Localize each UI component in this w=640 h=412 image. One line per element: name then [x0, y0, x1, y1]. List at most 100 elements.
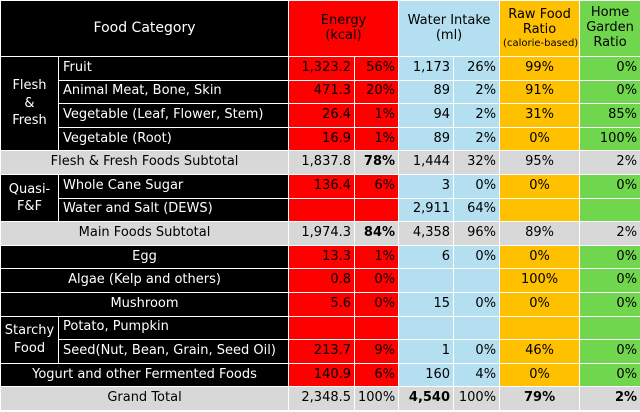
energy-percent: 9%	[354, 339, 400, 364]
water-percent: 0%	[453, 291, 501, 317]
table-row-vegetable-leaf: Vegetable (Leaf, Flower, Stem) 26.4 1% 9…	[1, 103, 640, 128]
energy-percent: 78%	[354, 150, 400, 175]
table-row-fruit: Flesh & Fresh Fruit 1,323.2 56% 1,173 26% …	[0, 55, 640, 152]
group-label-quasi: Quasi- F&F	[0, 173, 59, 223]
energy-value: 13.3	[288, 244, 356, 270]
home-ratio: 0%	[579, 56, 640, 81]
header-food-category: Food Category	[0, 0, 290, 57]
energy-value: 471.3	[288, 79, 356, 105]
header-raw-line2: Ratio	[522, 21, 557, 37]
row-label: Main Foods Subtotal	[0, 221, 290, 246]
water-value: 4,358	[398, 221, 455, 246]
table-row-water-salt: Water and Salt (DEWS) 2,911 64%	[1, 197, 640, 223]
row-label: Yogurt and other Fermented Foods	[0, 362, 290, 388]
home-ratio: 0%	[579, 339, 640, 364]
row-label: Seed(Nut, Bean, Grain, Seed Oil)	[57, 339, 290, 364]
header-home-line3: Ratio	[593, 34, 627, 50]
table-row-potato: Starchy Food Potato, Pumpkin	[0, 315, 640, 364]
water-percent: 0%	[453, 244, 501, 270]
raw-ratio: 99%	[499, 56, 581, 81]
header-raw-line3: (calorie-based)	[503, 37, 579, 49]
energy-percent: 1%	[354, 244, 400, 270]
energy-percent: 56%	[354, 56, 400, 81]
header-water: Water Intake (ml)	[398, 0, 501, 57]
water-value: 160	[398, 362, 455, 388]
energy-percent	[354, 315, 400, 341]
home-ratio: 2%	[579, 386, 640, 411]
group-label-starchy: Starchy Food	[0, 315, 59, 364]
row-label: Whole Cane Sugar	[57, 173, 290, 199]
water-value	[398, 315, 455, 341]
header-home-garden-ratio: Home Garden Ratio	[579, 0, 640, 57]
raw-ratio: 0%	[499, 173, 581, 199]
table-row-egg: Egg 13.3 1% 6 0% 0% 0%	[0, 244, 640, 270]
header-home-line1: Home	[590, 5, 630, 21]
water-value: 89	[398, 79, 455, 105]
energy-value: 0.8	[288, 268, 356, 293]
energy-value: 1,974.3	[288, 221, 356, 246]
row-label: Egg	[0, 244, 290, 270]
energy-percent: 84%	[354, 221, 400, 246]
group-label-flesh-fresh: Flesh & Fresh	[0, 55, 59, 152]
table-row-cane-sugar: Quasi- F&F Whole Cane Sugar 136.4 6% 3 0%…	[0, 173, 640, 223]
row-label: Animal Meat, Bone, Skin	[57, 79, 290, 105]
water-value: 15	[398, 291, 455, 317]
table-row-main-subtotal: Main Foods Subtotal 1,974.3 84% 4,358 96…	[0, 221, 640, 246]
water-percent: 64%	[453, 197, 501, 223]
row-label: Flesh & Fresh Foods Subtotal	[0, 150, 290, 175]
water-percent: 26%	[453, 56, 501, 81]
header-energy-line1: Energy	[320, 12, 367, 28]
home-ratio: 2%	[579, 221, 640, 246]
water-value: 1	[398, 339, 455, 364]
header-water-line2: (ml)	[435, 27, 463, 43]
home-ratio: 85%	[579, 103, 640, 128]
row-label: Potato, Pumpkin	[57, 315, 290, 341]
water-value: 1,444	[398, 150, 455, 175]
water-value: 3	[398, 173, 455, 199]
home-ratio	[579, 197, 640, 223]
energy-value: 26.4	[288, 103, 356, 128]
table-row-algae: Algae (Kelp and others) 0.8 0% 100% 0%	[0, 268, 640, 293]
energy-value: 213.7	[288, 339, 356, 364]
raw-ratio: 89%	[499, 221, 581, 246]
water-percent: 2%	[453, 79, 501, 105]
water-percent: 0%	[453, 339, 501, 364]
header-raw-line1: Raw Food	[508, 6, 571, 22]
water-percent: 100%	[453, 386, 501, 411]
energy-value	[288, 197, 356, 223]
water-percent: 32%	[453, 150, 501, 175]
raw-ratio: 0%	[499, 126, 581, 152]
home-ratio: 0%	[579, 173, 640, 199]
home-ratio: 0%	[579, 244, 640, 270]
energy-percent: 1%	[354, 126, 400, 152]
energy-percent: 0%	[354, 291, 400, 317]
water-percent: 4%	[453, 362, 501, 388]
home-ratio	[579, 315, 640, 341]
header-row: Food Category Energy (kcal) Water Intake…	[0, 0, 640, 57]
water-value: 1,173	[398, 56, 455, 81]
energy-value	[288, 315, 356, 341]
table-row-grand-total: Grand Total 2,348.5 100% 4,540 100% 79% …	[0, 386, 640, 411]
header-energy-line2: (kcal)	[325, 27, 362, 43]
water-percent: 96%	[453, 221, 501, 246]
home-ratio: 100%	[579, 126, 640, 152]
raw-ratio	[499, 315, 581, 341]
header-raw-food-ratio: Raw Food Ratio (calorie-based)	[499, 0, 581, 57]
water-percent	[453, 268, 501, 293]
energy-percent	[354, 197, 400, 223]
table-row-flesh-subtotal: Flesh & Fresh Foods Subtotal 1,837.8 78%…	[0, 150, 640, 175]
home-ratio: 2%	[579, 150, 640, 175]
raw-ratio: 46%	[499, 339, 581, 364]
water-value: 89	[398, 126, 455, 152]
energy-value: 136.4	[288, 173, 356, 199]
raw-ratio: 79%	[499, 386, 581, 411]
table-row-yogurt: Yogurt and other Fermented Foods 140.9 6…	[0, 362, 640, 388]
energy-percent: 6%	[354, 173, 400, 199]
raw-ratio: 91%	[499, 79, 581, 105]
table-row-mushroom: Mushroom 5.6 0% 15 0% 0% 0%	[0, 291, 640, 317]
header-energy: Energy (kcal)	[288, 0, 400, 57]
water-percent: 2%	[453, 126, 501, 152]
energy-value: 2,348.5	[288, 386, 356, 411]
row-label: Water and Salt (DEWS)	[57, 197, 290, 223]
